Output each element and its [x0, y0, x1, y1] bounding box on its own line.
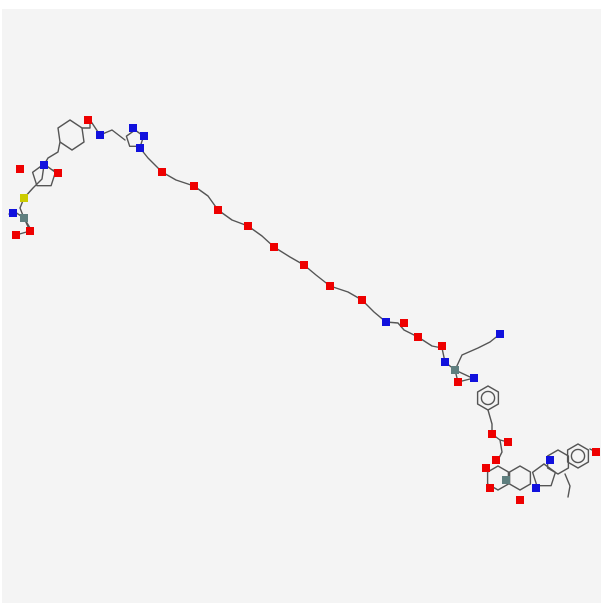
atom-o-15	[214, 206, 222, 214]
phenol-ring-aromatic-circle	[570, 448, 586, 464]
atom-o-19	[326, 282, 334, 290]
atom-n-25	[441, 358, 449, 366]
atom-c-1	[20, 214, 28, 222]
atom-o-24	[438, 342, 446, 350]
atom-s-4	[20, 194, 28, 202]
atom-o-13	[158, 168, 166, 176]
atom-o-22	[400, 319, 408, 327]
atom-o-17	[270, 243, 278, 251]
atom-o-23	[414, 333, 422, 341]
atom-n-10	[129, 124, 137, 132]
atom-o-39	[592, 448, 600, 456]
cyclohexane-bonds	[43, 119, 85, 166]
atom-o-32	[492, 456, 500, 464]
atom-n-5	[40, 161, 48, 169]
atom-n-29	[496, 330, 504, 338]
atom-o-20	[358, 296, 366, 304]
atom-n-11	[140, 132, 148, 140]
amide-link-bonds	[81, 119, 126, 141]
atom-o-34	[486, 484, 494, 492]
atom-o-36	[516, 496, 524, 504]
peg-chain-bonds	[139, 147, 471, 378]
pyridone-ring	[508, 465, 532, 491]
atom-o-30	[488, 430, 496, 438]
atom-n-28	[470, 374, 478, 382]
atom-o-27	[454, 378, 462, 386]
atom-n-38	[546, 456, 554, 464]
atom-o-18	[300, 261, 308, 269]
atom-n-12	[136, 144, 144, 152]
atom-o-6	[54, 169, 62, 177]
atom-o-14	[190, 182, 198, 190]
atom-o-31	[504, 438, 512, 446]
atom-layer	[9, 116, 600, 504]
atom-o-3	[26, 227, 34, 235]
atom-c-35	[502, 476, 510, 484]
atom-n-0	[9, 209, 17, 217]
atom-o-2	[12, 231, 20, 239]
atom-o-33	[482, 464, 490, 472]
structure-panel	[2, 9, 601, 603]
atom-o-16	[244, 222, 252, 230]
pyrrole-ring	[531, 463, 557, 487]
atom-n-21	[382, 318, 390, 326]
lysine-side-chain-bonds	[454, 333, 501, 371]
phenol-ring	[566, 443, 590, 469]
atom-o-7	[16, 165, 24, 173]
atom-n-37	[532, 484, 540, 492]
atom-o-8	[84, 116, 92, 124]
benzene-ring-aromatic-circle	[480, 390, 496, 406]
atom-n-9	[96, 131, 104, 139]
ethyl-bonds	[564, 473, 571, 498]
atom-c-26	[451, 366, 459, 374]
